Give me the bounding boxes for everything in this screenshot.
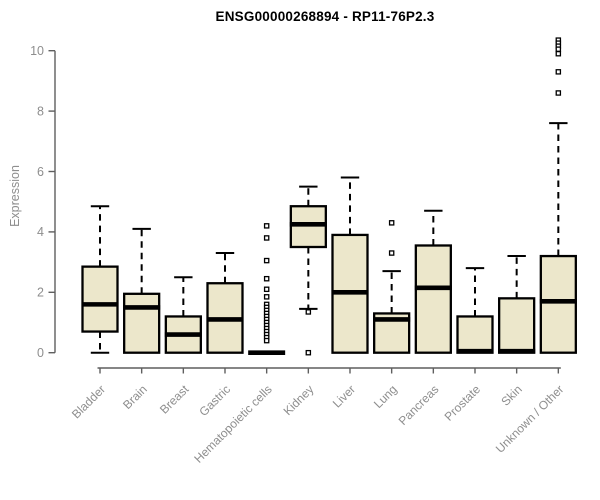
y-tick-label: 4 [37, 225, 44, 239]
boxplot-breast [164, 276, 202, 354]
x-tick-label: Skin [498, 382, 524, 408]
x-tick-label: Lung [371, 382, 400, 411]
outlier-point [263, 286, 270, 293]
outlier-point [305, 349, 312, 356]
x-tick-label: Breast [157, 382, 192, 417]
y-tick-label: 6 [37, 165, 44, 179]
outlier-point [263, 337, 270, 344]
outlier-point [555, 50, 562, 57]
iqr-box [81, 265, 119, 333]
boxplot-bladder [81, 205, 119, 354]
x-tick-label: Prostate [442, 382, 484, 424]
outlier-point [263, 223, 270, 229]
iqr-box [123, 292, 161, 354]
boxplot-brain [123, 227, 161, 354]
x-tick-label: Gastric [196, 382, 233, 419]
iqr-box [498, 297, 536, 354]
y-tick-label: 10 [30, 44, 44, 58]
chart-title: ENSG00000268894 - RP11-76P2.3 [215, 9, 435, 24]
x-tick-label: Hematopoietic cells [191, 382, 274, 465]
boxplot-kidney [289, 185, 327, 356]
outlier-point [263, 294, 270, 300]
y-tick-label: 0 [37, 346, 44, 360]
outlier-point [305, 309, 312, 315]
boxplot-skin [498, 255, 536, 354]
outlier-point [555, 90, 562, 96]
boxplot-gastric [206, 252, 244, 354]
outlier-point [388, 250, 395, 256]
boxplot-prostate [456, 267, 494, 354]
x-tick-label: Bladder [69, 382, 108, 421]
y-tick-label: 8 [37, 104, 44, 118]
boxplot-hematopoietic-cells [248, 223, 286, 356]
y-tick-label: 2 [37, 286, 44, 300]
outlier-point [555, 69, 562, 75]
boxplot-liver [331, 176, 369, 354]
boxplot-lung [373, 220, 411, 354]
x-tick-label: Pancreas [396, 382, 442, 428]
outlier-point [388, 220, 395, 226]
boxplot-pancreas [414, 209, 452, 354]
x-tick-label: Brain [120, 382, 150, 412]
boxplot-unknown-other [539, 37, 577, 354]
outlier-point [263, 257, 270, 264]
x-tick-label: Liver [330, 382, 358, 410]
outlier-point [555, 46, 562, 52]
outlier-point [263, 235, 270, 241]
iqr-box [414, 244, 452, 354]
x-tick-label: Kidney [281, 382, 317, 418]
iqr-box [456, 315, 494, 354]
iqr-box [539, 254, 577, 354]
outlier-point [263, 275, 270, 282]
